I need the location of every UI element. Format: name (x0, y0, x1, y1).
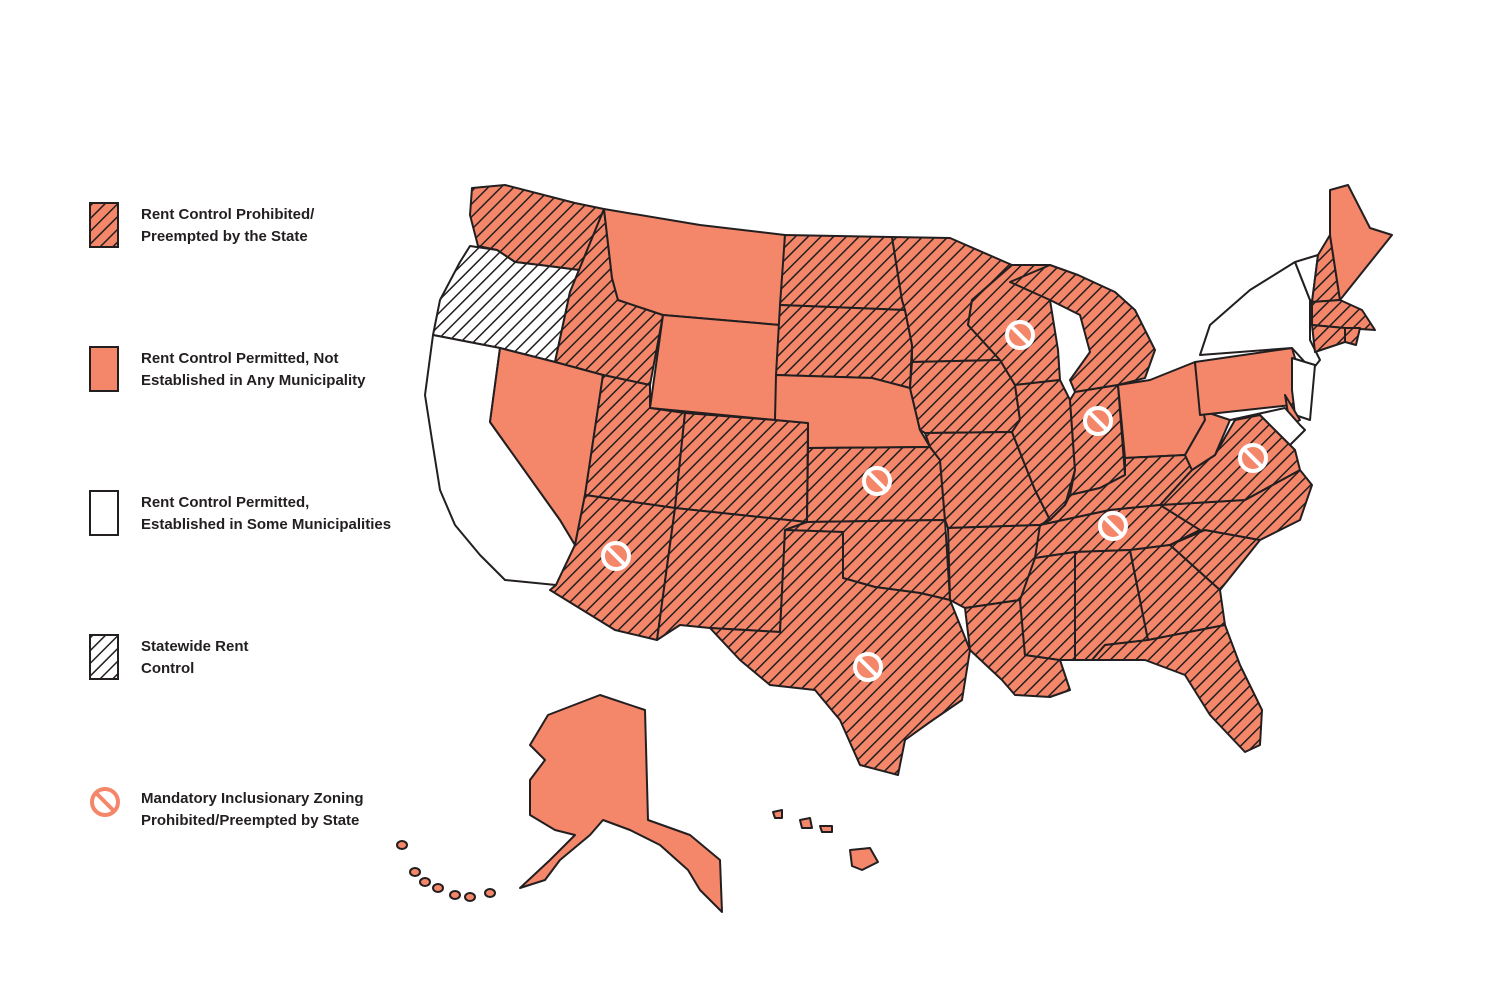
legend-item-permitted-some: Rent Control Permitted, Established in S… (89, 490, 391, 536)
legend-label-statewide: Statewide Rent Control (141, 638, 249, 677)
legend-item-prohibited: Rent Control Prohibited/ Preempted by th… (89, 202, 314, 248)
state-mi (1009, 264, 1156, 393)
legend-item-statewide: Statewide Rent Control (89, 634, 249, 680)
legend-swatch-statewide (89, 634, 119, 680)
legend-item-inclusionary: Mandatory Inclusionary Zoning Prohibited… (89, 786, 364, 832)
state-ak-island (419, 877, 431, 887)
state-hi (772, 809, 879, 871)
legend-swatch-permitted-none (89, 346, 119, 392)
legend-label-permitted-some: Rent Control Permitted, Established in S… (141, 494, 392, 533)
legend-label-permitted-none: Rent Control Permitted, Not Established … (141, 350, 366, 389)
state-ga (1129, 544, 1226, 641)
state-ri (1344, 327, 1361, 346)
legend-label-prohibited: Rent Control Prohibited/ Preempted by th… (141, 206, 315, 245)
state-tx (709, 529, 971, 776)
legend-item-permitted-none: Rent Control Permitted, Not Established … (89, 346, 365, 392)
state-fl (1091, 624, 1263, 753)
state-nj (1291, 357, 1316, 421)
state-ak (519, 694, 723, 913)
legend-swatch-prohibited (89, 202, 119, 248)
prohibition-icon (853, 652, 883, 682)
prohibition-icon (1005, 320, 1035, 350)
state-co (674, 412, 809, 523)
state-ak-island (449, 890, 461, 900)
state-me (1329, 184, 1393, 301)
state-ak-island (432, 883, 444, 893)
state-ny (1199, 261, 1321, 371)
state-ak-island (409, 867, 421, 877)
legend: Rent Control Prohibited/ Preempted by th… (0, 0, 440, 1003)
state-md (1229, 407, 1306, 446)
prohibition-icon (601, 541, 631, 571)
state-ak-island (484, 888, 496, 898)
state-ak-island (396, 840, 408, 850)
state-ia (909, 359, 1021, 434)
prohibition-icon (90, 787, 120, 817)
prohibition-icon (1238, 443, 1268, 473)
prohibition-icon (1098, 511, 1128, 541)
state-wy (649, 314, 781, 421)
legend-swatch-permitted-some (89, 490, 119, 536)
state-ak-island (464, 892, 476, 902)
prohibition-icon (862, 466, 892, 496)
state-nd (779, 234, 906, 311)
prohibition-icon (1083, 406, 1113, 436)
state-ct (1311, 324, 1346, 353)
legend-label-inclusionary: Mandatory Inclusionary Zoning Prohibited… (141, 790, 364, 829)
